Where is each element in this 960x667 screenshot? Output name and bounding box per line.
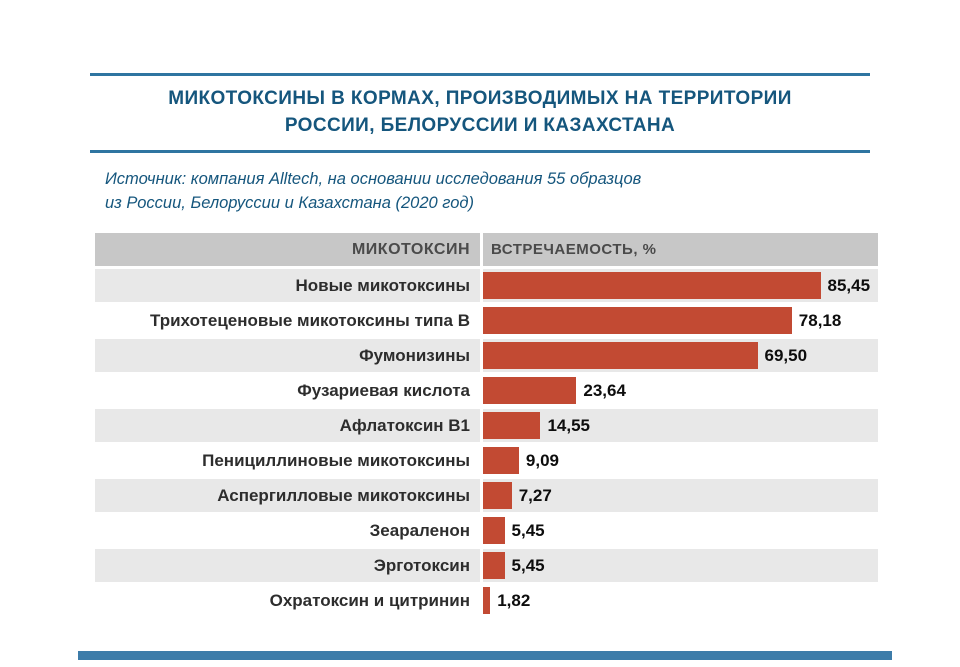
table-row: Эрготоксин 5,45	[95, 549, 878, 582]
occurrence-value: 69,50	[764, 345, 808, 365]
occurrence-value: 5,45	[511, 555, 545, 575]
bottom-accent-strip	[78, 651, 892, 660]
row-bar-cell: 14,55	[483, 409, 878, 442]
row-bar-cell: 9,09	[483, 444, 878, 477]
row-label: Фумонизины	[95, 339, 483, 372]
occurrence-bar	[483, 482, 512, 509]
row-label: Пенициллиновые микотоксины	[95, 444, 483, 477]
table-row: Пенициллиновые микотоксины 9,09	[95, 444, 878, 477]
row-bar-cell: 78,18	[483, 304, 878, 337]
row-bar-cell: 5,45	[483, 549, 878, 582]
table-row: Аспергилловые микотоксины 7,27	[95, 479, 878, 512]
table-row: Фумонизины 69,50	[95, 339, 878, 372]
row-bar-cell: 7,27	[483, 479, 878, 512]
row-bar-cell: 23,64	[483, 374, 878, 407]
table-row: Охратоксин и цитринин 1,82	[95, 584, 878, 617]
table-row: Новые микотоксины 85,45	[95, 269, 878, 302]
mycotoxin-table: МИКОТОКСИН ВСТРЕЧАЕМОСТЬ, % Новые микото…	[95, 233, 878, 619]
occurrence-bar	[483, 342, 758, 369]
table-row: Трихотеценовые микотоксины типа В 78,18	[95, 304, 878, 337]
occurrence-value: 1,82	[497, 590, 531, 610]
page-title: МИКОТОКСИНЫ В КОРМАХ, ПРОИЗВОДИМЫХ НА ТЕ…	[90, 86, 870, 139]
table-row: Зеараленон 5,45	[95, 514, 878, 547]
occurrence-bar	[483, 272, 821, 299]
row-label: Охратоксин и цитринин	[95, 584, 483, 617]
occurrence-value: 85,45	[827, 275, 871, 295]
chart-rows: Новые микотоксины 85,45 Трихотеценовые мик…	[95, 269, 878, 617]
page-title-line2: РОССИИ, БЕЛОРУССИИ И КАЗАХСТАНА	[284, 114, 676, 136]
top-divider-rule	[90, 73, 870, 76]
row-label: Новые микотоксины	[95, 269, 483, 302]
column-header-occurrence: ВСТРЕЧАЕМОСТЬ, %	[491, 241, 657, 258]
row-bar-cell: 1,82	[483, 584, 878, 617]
row-label: Аспергилловые микотоксины	[95, 479, 483, 512]
table-row: Афлатоксин В1 14,55	[95, 409, 878, 442]
occurrence-bar	[483, 447, 519, 474]
row-bar-cell: 85,45	[483, 269, 878, 302]
occurrence-value: 9,09	[525, 450, 559, 470]
occurrence-value: 78,18	[798, 310, 842, 330]
occurrence-value: 5,45	[511, 520, 545, 540]
occurrence-bar	[483, 517, 505, 544]
row-bar-cell: 69,50	[483, 339, 878, 372]
column-header-mycotoxin: МИКОТОКСИН	[95, 233, 483, 266]
occurrence-bar	[483, 307, 792, 334]
occurrence-bar	[483, 587, 491, 614]
occurrence-bar	[483, 377, 577, 404]
source-note-line1: Источник: компания Alltech, на основании…	[105, 170, 642, 188]
table-row: Фузариевая кислота 23,64	[95, 374, 878, 407]
table-header-row: МИКОТОКСИН ВСТРЕЧАЕМОСТЬ, %	[95, 233, 878, 266]
row-label: Фузариевая кислота	[95, 374, 483, 407]
source-note-line2: из России, Белоруссии и Казахстана (2020…	[105, 193, 474, 212]
source-note: Источник: компания Alltech, на основании…	[105, 168, 805, 216]
page-title-line1: МИКОТОКСИНЫ В КОРМАХ, ПРОИЗВОДИМЫХ НА ТЕ…	[168, 88, 792, 109]
row-label: Эрготоксин	[95, 549, 483, 582]
occurrence-value: 23,64	[583, 380, 626, 400]
row-label: Зеараленон	[95, 514, 483, 547]
row-label: Трихотеценовые микотоксины типа В	[95, 304, 483, 337]
occurrence-bar	[483, 412, 541, 439]
occurrence-bar	[483, 552, 505, 579]
row-label: Афлатоксин В1	[95, 409, 483, 442]
title-divider-rule	[90, 150, 870, 153]
occurrence-value: 14,55	[547, 415, 591, 435]
occurrence-value: 7,27	[518, 485, 552, 505]
row-bar-cell: 5,45	[483, 514, 878, 547]
